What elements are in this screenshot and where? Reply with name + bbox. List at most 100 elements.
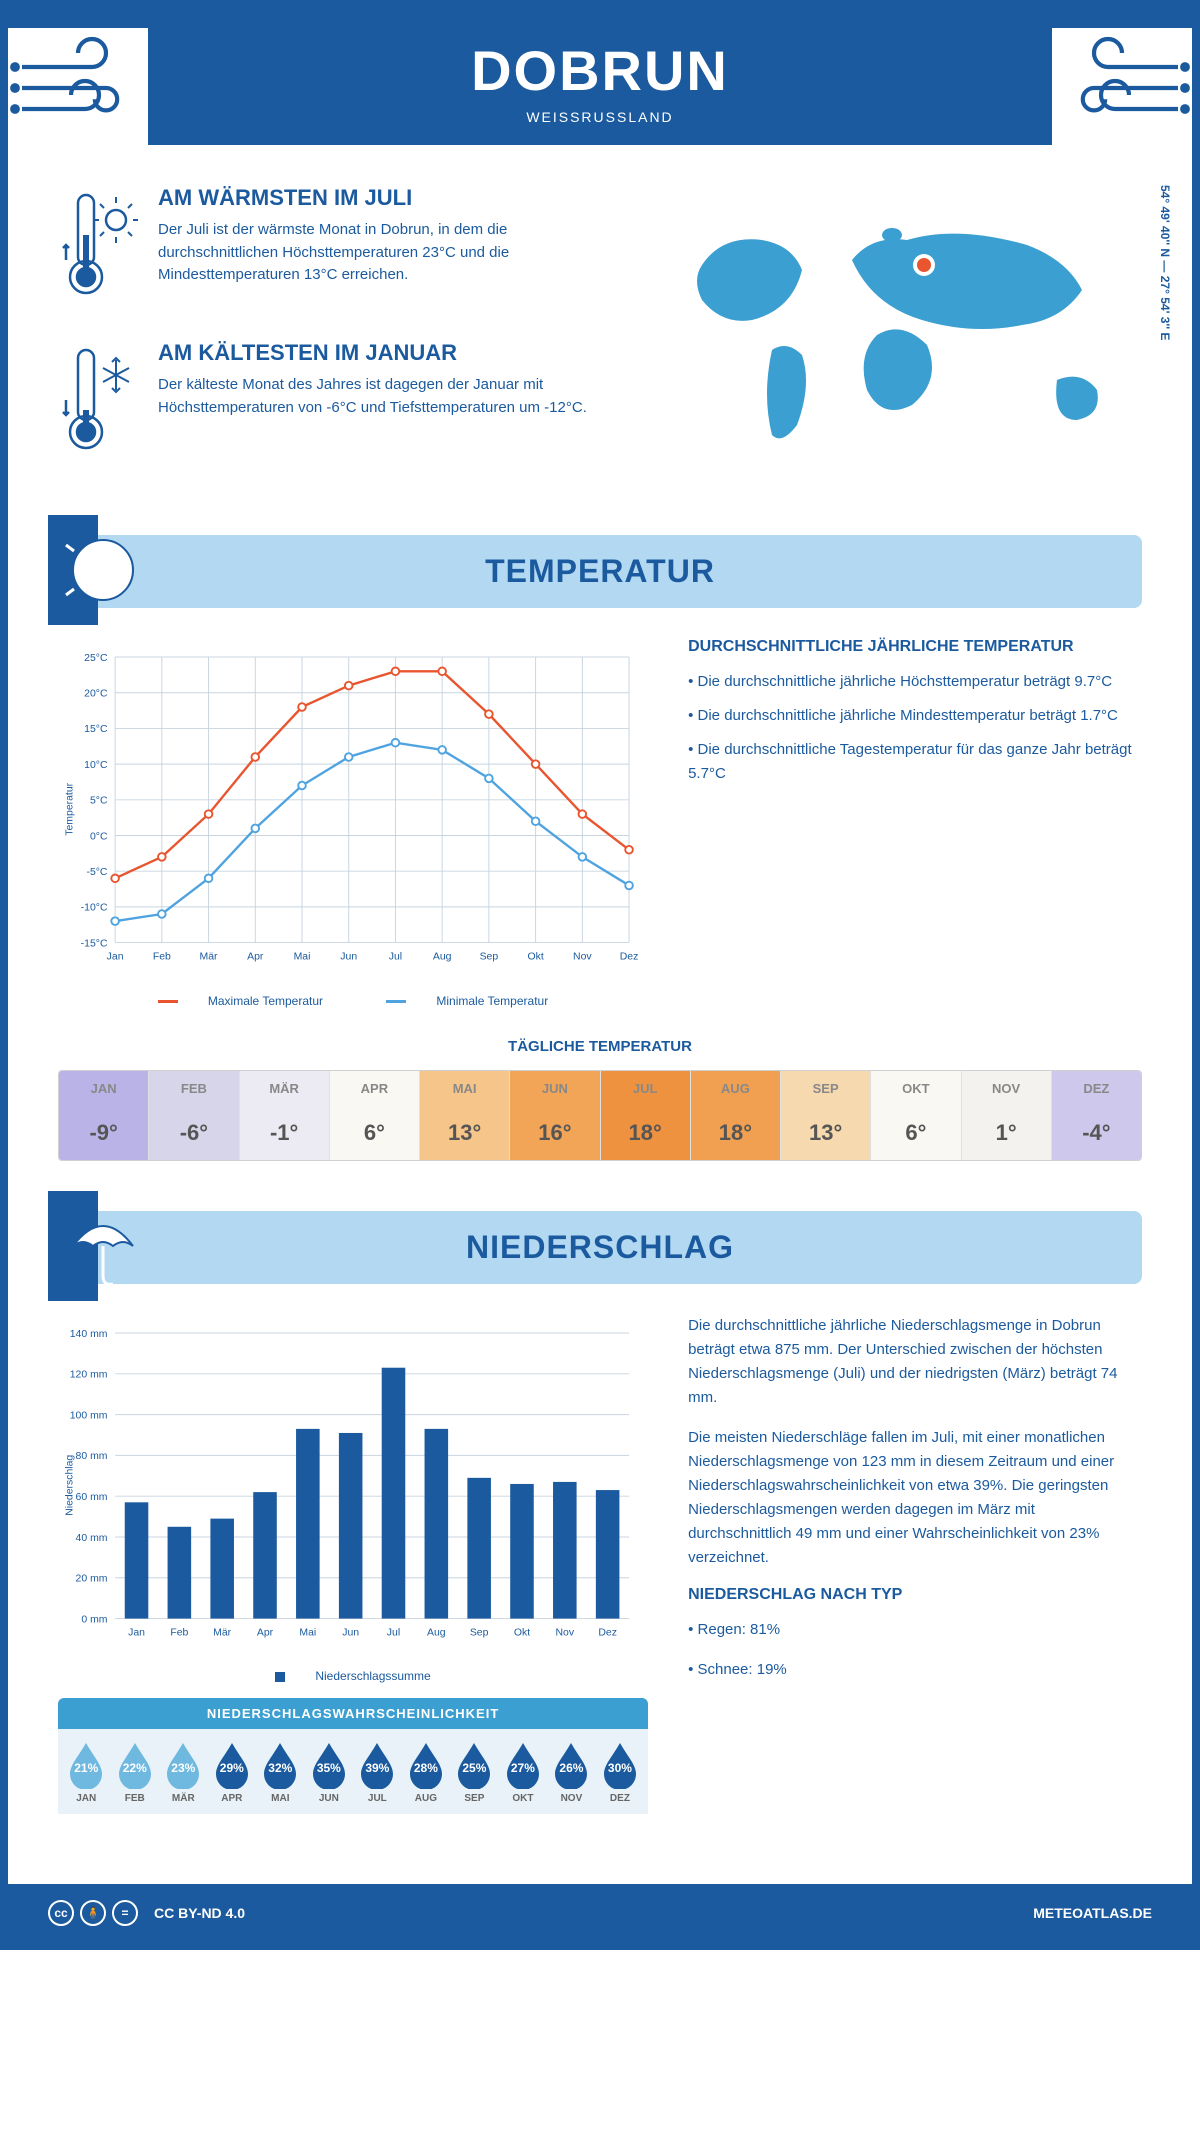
summary-bullet: • Die durchschnittliche Tagestemperatur … xyxy=(688,738,1142,786)
umbrella-icon xyxy=(48,1191,158,1301)
temp-cell: MAI13° xyxy=(420,1071,510,1160)
wind-icon xyxy=(8,28,148,148)
section-banner-precipitation: NIEDERSCHLAG xyxy=(58,1211,1142,1284)
svg-text:5°C: 5°C xyxy=(90,796,108,807)
svg-text:60 mm: 60 mm xyxy=(76,1492,108,1503)
svg-text:Dez: Dez xyxy=(620,952,639,963)
temp-cell: APR6° xyxy=(330,1071,420,1160)
svg-text:Jun: Jun xyxy=(342,1627,359,1638)
svg-text:Jul: Jul xyxy=(387,1627,400,1638)
svg-text:Jan: Jan xyxy=(107,952,124,963)
svg-text:-15°C: -15°C xyxy=(81,938,108,949)
svg-text:Temperatur: Temperatur xyxy=(64,782,75,835)
svg-text:Mai: Mai xyxy=(299,1627,316,1638)
temp-cell: AUG18° xyxy=(691,1071,781,1160)
svg-text:Okt: Okt xyxy=(527,952,543,963)
header: DOBRUN WEISSRUSSLAND xyxy=(8,8,1192,145)
svg-text:Feb: Feb xyxy=(170,1627,188,1638)
svg-text:Nov: Nov xyxy=(573,952,592,963)
svg-text:Sep: Sep xyxy=(470,1627,489,1638)
svg-text:-5°C: -5°C xyxy=(86,867,107,878)
temp-cell: MÄR-1° xyxy=(240,1071,330,1160)
nd-icon: = xyxy=(112,1900,138,1926)
svg-text:Sep: Sep xyxy=(480,952,499,963)
prob-cell: 22%FEB xyxy=(111,1739,160,1804)
prob-cell: 26%NOV xyxy=(547,1739,596,1804)
sun-icon xyxy=(48,515,158,625)
precipitation-probability: NIEDERSCHLAGSWAHRSCHEINLICHKEIT 21%JAN22… xyxy=(58,1698,648,1814)
svg-text:Mär: Mär xyxy=(213,1627,232,1638)
prob-cell: 29%APR xyxy=(208,1739,257,1804)
svg-text:Feb: Feb xyxy=(153,952,171,963)
svg-text:Okt: Okt xyxy=(514,1627,530,1638)
temp-cell: DEZ-4° xyxy=(1052,1071,1141,1160)
svg-text:80 mm: 80 mm xyxy=(76,1451,108,1462)
svg-text:140 mm: 140 mm xyxy=(70,1328,108,1339)
chart-legend: Maximale Temperatur Minimale Temperatur xyxy=(58,994,648,1008)
prob-cell: 23%MÄR xyxy=(159,1739,208,1804)
svg-text:Jun: Jun xyxy=(340,952,357,963)
fact-body: Der Juli ist der wärmste Monat in Dobrun… xyxy=(158,219,622,287)
svg-text:15°C: 15°C xyxy=(84,724,108,735)
temp-cell: SEP13° xyxy=(781,1071,871,1160)
coordinates: 54° 49' 40'' N — 27° 54' 3'' E xyxy=(1158,185,1172,340)
thermometer-hot-icon xyxy=(58,185,138,310)
summary-bullet: • Die durchschnittliche jährliche Höchst… xyxy=(688,670,1142,694)
daily-temp-table: JAN-9°FEB-6°MÄR-1°APR6°MAI13°JUN16°JUL18… xyxy=(58,1070,1142,1161)
svg-text:Jul: Jul xyxy=(389,952,402,963)
thermometer-cold-icon xyxy=(58,340,138,465)
temperature-line-chart: -15°C -10°C -5°C 0°C 5°C 10°C 15°C 20°C 25°C Jan F… xyxy=(58,638,648,1008)
precipitation-bar-chart: 0 mm20 mm40 mm60 mm80 mm100 mm120 mm140 … xyxy=(58,1314,648,1684)
temperature-summary: DURCHSCHNITTLICHE JÄHRLICHE TEMPERATUR •… xyxy=(688,638,1142,1008)
page-title: DOBRUN xyxy=(28,38,1172,103)
svg-text:Aug: Aug xyxy=(433,952,452,963)
precip-type-title: NIEDERSCHLAG NACH TYP xyxy=(688,1586,1142,1604)
temp-cell: NOV1° xyxy=(962,1071,1052,1160)
svg-text:Apr: Apr xyxy=(257,1627,274,1638)
fact-warmest: AM WÄRMSTEN IM JULI Der Juli ist der wär… xyxy=(58,185,622,310)
prob-cell: 39%JUL xyxy=(353,1739,402,1804)
fact-coldest: AM KÄLTESTEN IM JANUAR Der kälteste Mona… xyxy=(58,340,622,465)
cc-icon: cc xyxy=(48,1900,74,1926)
svg-text:Nov: Nov xyxy=(556,1627,575,1638)
svg-text:25°C: 25°C xyxy=(84,653,108,664)
footer: cc 🧍 = CC BY-ND 4.0 METEOATLAS.DE xyxy=(8,1884,1192,1942)
fact-body: Der kälteste Monat des Jahres ist dagege… xyxy=(158,374,622,419)
svg-text:Mär: Mär xyxy=(200,952,219,963)
svg-text:0 mm: 0 mm xyxy=(81,1614,107,1625)
temp-cell: JAN-9° xyxy=(59,1071,149,1160)
prob-cell: 30%DEZ xyxy=(596,1739,645,1804)
svg-text:Mai: Mai xyxy=(294,952,311,963)
svg-text:20°C: 20°C xyxy=(84,689,108,700)
prob-cell: 25%SEP xyxy=(450,1739,499,1804)
section-title: NIEDERSCHLAG xyxy=(78,1229,1122,1266)
svg-text:Aug: Aug xyxy=(427,1627,446,1638)
prob-cell: 32%MAI xyxy=(256,1739,305,1804)
prob-cell: 28%AUG xyxy=(402,1739,451,1804)
svg-text:100 mm: 100 mm xyxy=(70,1410,108,1421)
summary-title: DURCHSCHNITTLICHE JÄHRLICHE TEMPERATUR xyxy=(688,638,1142,656)
license-text: CC BY-ND 4.0 xyxy=(154,1905,245,1921)
svg-text:0°C: 0°C xyxy=(90,831,108,842)
fact-title: AM KÄLTESTEN IM JANUAR xyxy=(158,340,622,366)
temp-cell: JUN16° xyxy=(510,1071,600,1160)
svg-text:Jan: Jan xyxy=(128,1627,145,1638)
temp-cell: FEB-6° xyxy=(149,1071,239,1160)
precipitation-summary: Die durchschnittliche jährliche Niedersc… xyxy=(688,1314,1142,1815)
precip-text-1: Die durchschnittliche jährliche Niedersc… xyxy=(688,1314,1142,1410)
prob-cell: 35%JUN xyxy=(305,1739,354,1804)
svg-text:40 mm: 40 mm xyxy=(76,1532,108,1543)
svg-text:-10°C: -10°C xyxy=(81,903,108,914)
wind-icon xyxy=(1052,28,1192,148)
site-name: METEOATLAS.DE xyxy=(1033,1905,1152,1921)
prob-cell: 21%JAN xyxy=(62,1739,111,1804)
chart-legend: Niederschlagssumme xyxy=(58,1669,648,1683)
prob-cell: 27%OKT xyxy=(499,1739,548,1804)
daily-temp-title: TÄGLICHE TEMPERATUR xyxy=(58,1038,1142,1055)
svg-text:10°C: 10°C xyxy=(84,760,108,771)
precip-text-2: Die meisten Niederschläge fallen im Juli… xyxy=(688,1426,1142,1570)
svg-text:20 mm: 20 mm xyxy=(76,1573,108,1584)
by-icon: 🧍 xyxy=(80,1900,106,1926)
section-banner-temperature: TEMPERATUR xyxy=(58,535,1142,608)
precip-type-rain: • Regen: 81% xyxy=(688,1618,1142,1642)
